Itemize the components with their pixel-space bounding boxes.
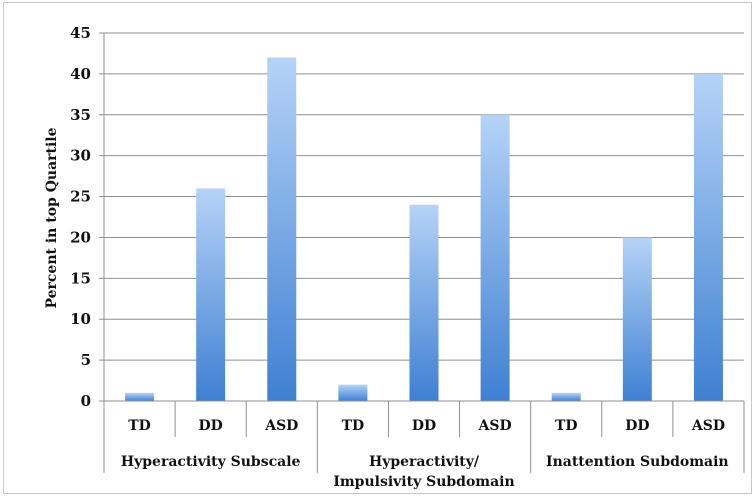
x-category-label: ASD xyxy=(264,418,298,434)
y-tick-label: 30 xyxy=(70,147,91,165)
y-tick-labels: 0 5 10 15 20 25 30 35 40 45 xyxy=(70,24,91,410)
bar-td xyxy=(551,392,581,401)
y-tick-label: 5 xyxy=(81,351,91,369)
y-tick-label: 20 xyxy=(70,228,91,246)
x-category-label: TD xyxy=(342,418,365,434)
bars xyxy=(125,57,723,402)
y-tick-label: 0 xyxy=(81,392,91,410)
bar-asd xyxy=(480,114,510,402)
x-category-labels: TD DD ASD TD DD ASD TD DD ASD xyxy=(128,418,725,434)
y-tick-label: 15 xyxy=(70,269,91,287)
x-category-label: TD xyxy=(128,418,151,434)
x-group-label: Hyperactivity Subscale xyxy=(121,454,301,470)
bar-dd xyxy=(622,237,652,401)
x-category-label: DD xyxy=(199,418,223,434)
x-category-label: DD xyxy=(412,418,436,434)
x-group-label: Impulsivity Subdomain xyxy=(333,474,514,490)
y-tick-label: 10 xyxy=(70,310,91,328)
y-tick-label: 35 xyxy=(70,106,91,124)
y-tick-label: 40 xyxy=(70,65,91,83)
axes xyxy=(99,32,745,473)
x-category-label: ASD xyxy=(691,418,725,434)
bar-dd xyxy=(196,188,226,401)
y-tick-label: 45 xyxy=(70,24,91,42)
bar-td xyxy=(338,384,368,401)
x-group-label: Inattention Subdomain xyxy=(546,454,729,470)
x-category-label: ASD xyxy=(478,418,512,434)
y-axis-title: Percent in top Quartile xyxy=(44,127,60,308)
bar-dd xyxy=(409,204,439,401)
x-group-labels: Hyperactivity Subscale Hyperactivity/Impu… xyxy=(121,454,729,490)
x-category-label: DD xyxy=(625,418,649,434)
x-group-label: Hyperactivity/ xyxy=(369,454,480,470)
x-category-label: TD xyxy=(555,418,578,434)
bar-asd xyxy=(693,73,723,401)
chart-frame xyxy=(3,2,752,494)
bar-asd xyxy=(267,57,297,402)
bar-td xyxy=(125,392,155,401)
y-tick-label: 25 xyxy=(70,188,91,206)
